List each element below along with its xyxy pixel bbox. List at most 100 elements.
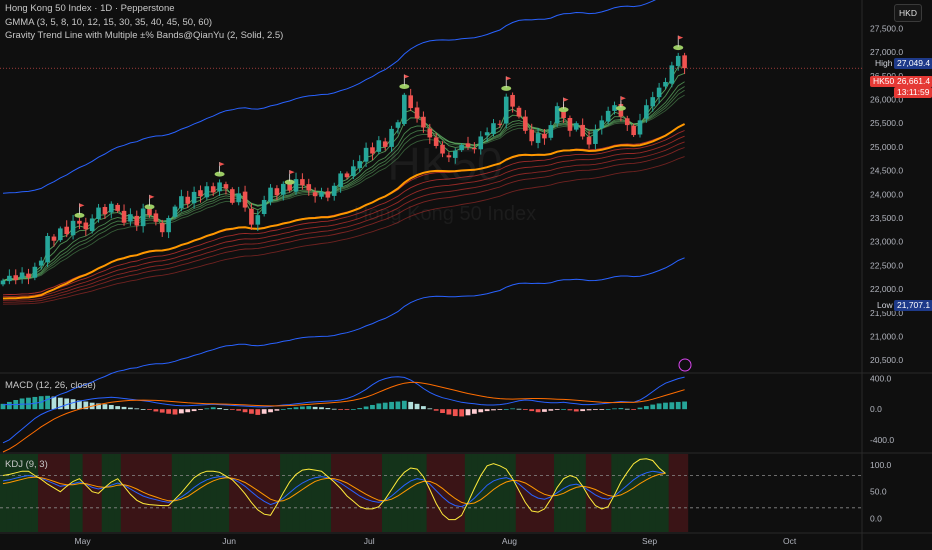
kdj-background-band — [496, 454, 504, 532]
kdj-background-band — [439, 454, 447, 532]
flag-marker-flag — [79, 203, 85, 208]
kdj-background-band — [458, 454, 466, 532]
macd-histogram-bar — [191, 409, 197, 412]
kdj-background-band — [477, 454, 485, 532]
candle-body — [599, 120, 605, 129]
kdj-background-band — [0, 454, 7, 532]
macd-axis-tick: -400.0 — [870, 435, 894, 445]
kdj-background-band — [88, 454, 96, 532]
kdj-background-band — [413, 454, 421, 532]
macd-histogram-bar — [293, 407, 299, 410]
candle-body — [38, 260, 44, 266]
kdj-background-band — [617, 454, 625, 532]
kdj-background-band — [401, 454, 408, 532]
candle-body — [675, 55, 681, 66]
kdj-background-band — [592, 454, 599, 532]
kdj-k-line — [2, 470, 666, 508]
candle-body — [13, 275, 19, 281]
kdj-background-band — [534, 454, 542, 532]
candle-body — [204, 186, 210, 198]
kdj-background-band — [210, 454, 217, 532]
macd-histogram-bar — [6, 401, 12, 410]
gmma-short-line — [2, 66, 685, 281]
candle-body — [325, 191, 331, 198]
countdown-badge: 13:11:59 — [894, 87, 932, 98]
kdj-background-band — [318, 454, 326, 532]
macd-histogram-bar — [675, 401, 681, 410]
currency-button[interactable]: HKD — [894, 4, 922, 22]
candle-body — [32, 266, 38, 278]
candle-body — [102, 206, 108, 215]
candle-body — [217, 182, 222, 192]
macd-histogram-bar — [344, 409, 350, 410]
macd-histogram-bar — [459, 409, 465, 417]
candle-body — [548, 125, 554, 138]
macd-histogram-bar — [370, 404, 375, 410]
kdj-background-band — [490, 454, 498, 532]
macd-legend[interactable]: MACD (12, 26, close) — [5, 380, 96, 391]
candle-body — [166, 217, 171, 233]
macd-histogram-bar — [516, 408, 522, 410]
macd-histogram-bar — [389, 401, 394, 410]
macd-histogram-bar — [319, 407, 324, 410]
candle-body — [236, 193, 241, 203]
candle-body — [433, 137, 439, 146]
kdj-background-band — [362, 454, 370, 532]
kdj-background-band — [343, 454, 351, 532]
macd-histogram-bar — [204, 408, 210, 410]
candle-body — [7, 275, 12, 282]
kdj-background-band — [222, 454, 230, 532]
macd-histogram-bar — [433, 409, 439, 411]
kdj-axis-tick: 100.0 — [870, 460, 892, 470]
macd-histogram-bar — [471, 409, 477, 414]
kdj-background-band — [681, 454, 689, 532]
macd-histogram-bar — [121, 406, 127, 410]
kdj-background-band — [292, 454, 300, 532]
macd-histogram-bar — [338, 409, 344, 410]
candle-body — [554, 106, 560, 124]
candle-body — [650, 97, 656, 107]
macd-histogram-bar — [510, 408, 515, 410]
candle-body — [656, 87, 662, 98]
gmma-legend[interactable]: GMMA (3, 5, 8, 10, 12, 15, 30, 35, 40, 4… — [5, 17, 213, 28]
candle-body — [147, 207, 152, 216]
kdj-background-band — [522, 454, 529, 532]
kdj-background-band — [254, 454, 262, 532]
kdj-background-band — [76, 454, 84, 532]
flag-marker-base — [284, 179, 295, 185]
candle-body — [605, 110, 611, 122]
kdj-background-band — [101, 454, 109, 532]
flag-marker-flag — [678, 35, 684, 40]
kdj-legend[interactable]: KDJ (9, 3) — [5, 459, 48, 470]
kdj-background-band — [630, 454, 638, 532]
candle-body — [363, 147, 369, 162]
candle-body — [331, 185, 337, 196]
kdj-background-band — [12, 454, 20, 532]
kdj-background-band — [229, 454, 236, 532]
candle-body — [459, 145, 464, 151]
kdj-background-band — [31, 454, 39, 532]
kdj-background-band — [649, 454, 657, 532]
kdj-background-band — [369, 454, 377, 532]
kdj-background-band — [38, 454, 45, 532]
macd-histogram-bar — [465, 409, 471, 416]
macd-histogram-bar — [223, 409, 229, 410]
macd-histogram-bar — [77, 400, 82, 410]
candle-body — [561, 107, 566, 118]
price-axis-tick: 21,500.0 — [870, 308, 903, 318]
flag-marker-flag — [506, 76, 512, 81]
gmma-long-line — [2, 130, 685, 298]
macd-histogram-bar — [350, 409, 356, 410]
gmma-long-line — [2, 156, 685, 305]
macd-histogram-bar — [522, 409, 528, 410]
candle-body — [586, 137, 592, 145]
kdj-background-band — [165, 454, 173, 532]
kdj-background-band — [464, 454, 472, 532]
candle-body — [140, 208, 146, 227]
gravity-legend[interactable]: Gravity Trend Line with Multiple ±% Band… — [5, 30, 284, 41]
macd-histogram-bar — [357, 408, 363, 410]
kdj-background-band — [50, 454, 58, 532]
lower-band-line — [2, 257, 685, 406]
time-axis-tick: May — [75, 536, 92, 546]
kdj-background-band — [241, 454, 249, 532]
